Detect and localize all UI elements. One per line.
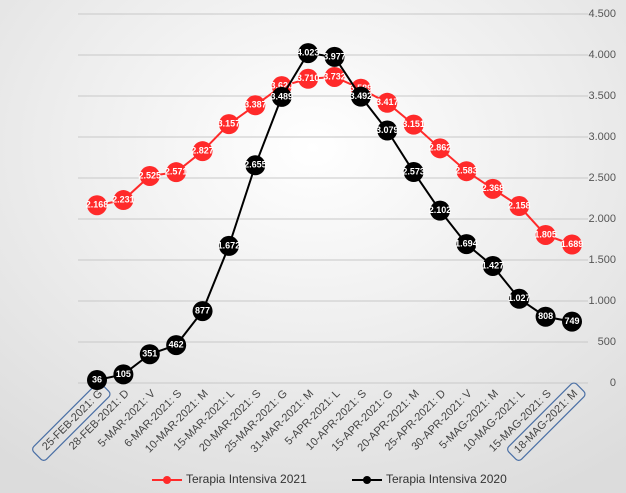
y-tick-label: 4.000: [588, 49, 616, 61]
data-label: 3.151: [402, 119, 425, 129]
point-marker: [245, 95, 266, 116]
point-marker: [87, 370, 107, 391]
data-label: 2.571: [165, 167, 188, 177]
point-marker: [166, 162, 187, 183]
data-label: 2.158: [508, 200, 531, 210]
point-marker: [298, 43, 319, 64]
data-label: 3.977: [323, 51, 346, 61]
data-label: 36: [92, 374, 102, 384]
point-marker: [192, 141, 213, 162]
point-marker: [218, 114, 239, 135]
point-marker: [456, 234, 477, 255]
point-marker: [377, 120, 398, 141]
data-label: 2.573: [402, 166, 425, 176]
point-marker: [562, 311, 582, 332]
data-label: 1.427: [482, 260, 505, 270]
data-label: 2.102: [429, 205, 452, 215]
y-tick-label: 500: [598, 336, 616, 348]
point-marker: [456, 161, 477, 182]
point-marker: [535, 224, 556, 245]
data-label: 1.694: [455, 238, 478, 248]
data-label: 462: [169, 339, 184, 349]
point-marker: [139, 344, 160, 365]
data-label: 2.827: [191, 146, 214, 156]
point-marker: [430, 138, 451, 159]
point-marker: [562, 234, 582, 255]
data-label: 808: [538, 311, 553, 321]
point-marker: [535, 306, 556, 327]
y-tick-label: 1.500: [588, 254, 616, 266]
legend-label: Terapia Intensiva 2021: [186, 472, 307, 486]
y-tick-label: 2.500: [588, 172, 616, 184]
highlight-box: [32, 382, 111, 461]
point-marker: [509, 196, 530, 217]
data-label: 2.168: [86, 200, 109, 210]
y-tick-label: 0: [610, 377, 616, 389]
point-marker: [87, 195, 107, 216]
highlight-box: [507, 382, 586, 461]
point-marker: [113, 190, 134, 211]
y-tick-label: 2.000: [588, 213, 616, 225]
data-label: 105: [116, 369, 131, 379]
y-tick-label: 4.500: [588, 8, 616, 20]
data-label: 877: [195, 305, 210, 315]
data-label: 3.492: [350, 91, 373, 101]
point-marker: [482, 255, 503, 276]
point-marker: [271, 86, 292, 107]
point-marker: [509, 288, 530, 309]
data-label: 2.231: [112, 194, 135, 204]
data-label: 2.862: [429, 143, 452, 153]
point-marker: [166, 335, 187, 356]
data-label: 3.489: [270, 91, 293, 101]
data-label: 1.689: [561, 239, 584, 249]
data-label: 2.583: [455, 166, 478, 176]
point-marker: [139, 165, 160, 186]
data-label: 2.368: [482, 183, 505, 193]
legend-marker: [363, 476, 371, 484]
point-marker: [482, 178, 503, 199]
point-marker: [298, 68, 319, 89]
data-label: 3.620: [270, 81, 293, 91]
data-label: 1.805: [534, 229, 557, 239]
data-label: 3.417: [376, 97, 399, 107]
data-label: 1.027: [508, 293, 531, 303]
y-tick-label: 3.000: [588, 131, 616, 143]
legend-marker: [163, 476, 171, 484]
legend-label: Terapia Intensiva 2020: [386, 472, 507, 486]
point-marker: [430, 200, 451, 221]
data-label: 3.387: [244, 100, 267, 110]
data-label: 2.655: [244, 160, 267, 170]
data-label: 4.023: [297, 47, 320, 57]
data-label: 3.157: [218, 119, 241, 129]
data-label: 351: [142, 349, 157, 359]
point-marker: [218, 235, 239, 256]
point-marker: [113, 364, 134, 385]
data-label: 749: [564, 316, 579, 326]
data-label: 2.525: [139, 170, 162, 180]
y-tick-label: 1.000: [588, 295, 616, 307]
y-tick-label: 3.500: [588, 90, 616, 102]
data-label: 3.079: [376, 125, 399, 135]
point-marker: [245, 155, 266, 176]
data-label: 3.710: [297, 73, 320, 83]
data-label: 1.672: [218, 240, 241, 250]
point-marker: [403, 162, 424, 183]
point-marker: [377, 92, 398, 113]
point-marker: [192, 301, 213, 322]
point-marker: [350, 86, 371, 107]
point-marker: [324, 66, 345, 87]
point-marker: [324, 46, 345, 67]
point-marker: [403, 114, 424, 135]
data-label: 3.732: [323, 71, 346, 81]
